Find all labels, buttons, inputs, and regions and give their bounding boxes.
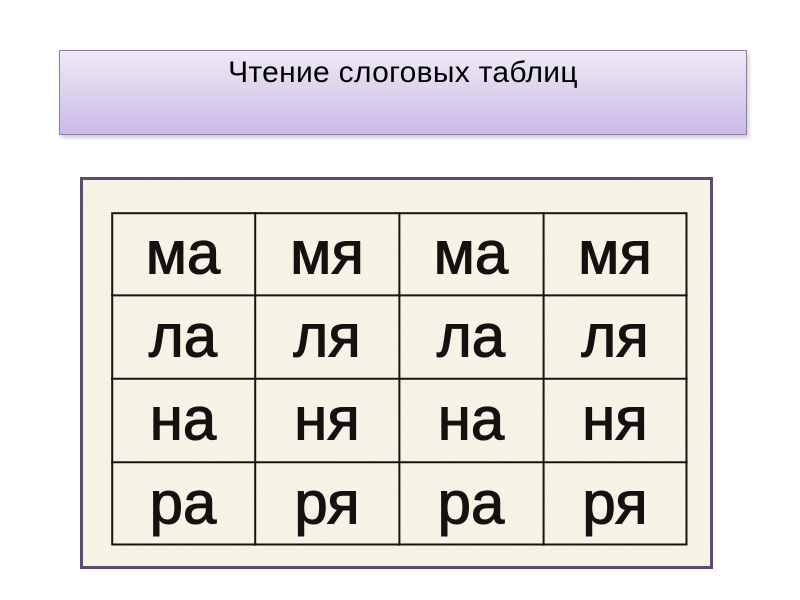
svg-text:ра: ра [150,470,217,537]
svg-text:ла: ла [149,303,218,370]
svg-text:ма: ма [146,220,221,287]
svg-text:мя: мя [578,220,652,287]
svg-text:мя: мя [290,220,364,287]
svg-text:ря: ря [294,470,359,537]
svg-text:ла: ла [437,303,506,370]
svg-text:ня: ня [294,386,360,453]
svg-text:ря: ря [582,470,647,537]
svg-text:ра: ра [438,470,505,537]
svg-text:на: на [150,386,217,453]
svg-text:ля: ля [293,303,360,370]
svg-text:ма: ма [434,220,509,287]
svg-text:ля: ля [581,303,648,370]
svg-text:ня: ня [582,386,648,453]
svg-text:на: на [438,386,505,453]
